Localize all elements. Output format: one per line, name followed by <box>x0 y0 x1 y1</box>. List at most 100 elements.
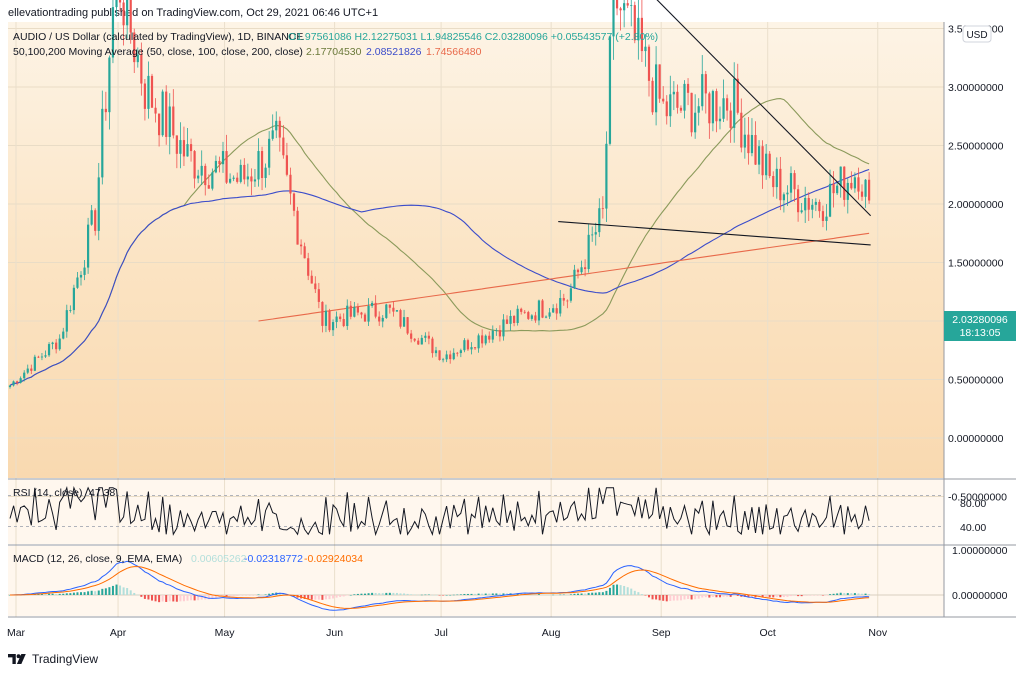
candle-body <box>83 267 86 275</box>
candle-body <box>793 173 796 190</box>
macd-histogram-bar <box>55 593 58 595</box>
macd-histogram-bar <box>435 594 437 596</box>
macd-histogram-bar <box>498 593 501 595</box>
footer-brand[interactable]: TradingView <box>8 652 98 666</box>
candle-body <box>772 176 775 188</box>
macd-histogram-bar <box>424 594 427 596</box>
price-tick-label: 0.50000000 <box>948 375 1004 387</box>
candle-body <box>591 234 594 236</box>
candle-body <box>310 275 313 284</box>
macd-histogram-bar <box>711 595 714 597</box>
macd-histogram-bar <box>520 593 523 595</box>
macd-histogram-bar <box>161 595 164 602</box>
candle-body <box>97 177 100 231</box>
macd-histogram-bar <box>577 593 579 595</box>
candle-body <box>821 211 825 221</box>
macd-histogram-bar <box>495 593 498 595</box>
candle-body <box>846 182 849 200</box>
candle-body <box>708 93 711 124</box>
resistance-trendline[interactable] <box>604 0 872 217</box>
macd-histogram-bar <box>165 595 168 602</box>
macd-histogram-bar <box>786 595 789 597</box>
ohlc-legend: O1.97561086 H2.12275031 L1.94825546 C2.0… <box>288 31 658 43</box>
macd-histogram-bar <box>207 595 210 600</box>
candle-body <box>484 335 487 344</box>
candle-body <box>619 8 622 11</box>
candle-body <box>694 112 697 133</box>
macd-histogram-bar <box>733 595 736 596</box>
macd-histogram-bar <box>360 593 363 595</box>
macd-histogram-bar <box>126 588 129 595</box>
macd-histogram-bar <box>147 595 150 600</box>
macd-histogram-bar <box>800 595 803 597</box>
macd-histogram-bar <box>175 595 178 602</box>
macd-histogram-bar <box>839 592 842 595</box>
support-trendline[interactable] <box>558 221 871 246</box>
candle-body <box>346 305 349 327</box>
macd-histogram-bar <box>261 594 264 596</box>
macd-histogram-bar <box>850 593 853 595</box>
candle-body <box>285 155 288 175</box>
candle-body <box>427 335 430 339</box>
ma200-line <box>258 232 870 322</box>
macd-histogram-bar <box>534 594 537 595</box>
candle-body <box>860 191 864 197</box>
candle-body <box>552 308 555 313</box>
macd-histogram-bar <box>804 595 807 596</box>
price-tick-label: 1.50000000 <box>948 258 1004 270</box>
macd-histogram-bar <box>580 593 583 595</box>
time-tick-label: Oct <box>760 627 776 639</box>
candle-body <box>154 107 157 114</box>
candle-body <box>797 189 800 213</box>
macd-histogram-bar <box>104 588 107 595</box>
macd-histogram-bar <box>853 593 856 595</box>
candle-body <box>33 356 36 371</box>
candle-body <box>79 274 83 278</box>
candle-body <box>523 311 526 313</box>
candle-body <box>360 312 363 315</box>
macd-histogram-bar <box>715 595 718 598</box>
candle-body <box>58 338 61 350</box>
candle-body <box>250 176 253 182</box>
macd-histogram-bar <box>427 594 430 596</box>
macd-histogram-bar <box>385 592 388 595</box>
macd-histogram-bar <box>349 594 352 596</box>
candle-body <box>307 258 310 276</box>
candle-body <box>356 306 359 313</box>
candle-body <box>207 185 210 189</box>
candle-body <box>473 347 477 349</box>
candle-body <box>385 304 388 318</box>
candle-body <box>534 315 537 321</box>
candle-body <box>491 330 494 340</box>
candle-body <box>12 381 15 386</box>
macd-histogram-bar <box>633 590 636 595</box>
candle-body <box>449 354 452 360</box>
candle-body <box>69 310 72 311</box>
candle-body <box>445 354 448 360</box>
macd-histogram-bar <box>474 593 477 595</box>
macd-histogram-bar <box>584 593 587 595</box>
candle-body <box>133 32 136 63</box>
macd-histogram-bar <box>566 594 569 596</box>
time-tick-label: Jun <box>326 627 343 639</box>
macd-histogram-bar <box>321 595 324 600</box>
candle-body <box>243 164 246 180</box>
macd-histogram-bar <box>644 595 647 596</box>
candle-body <box>516 308 519 323</box>
currency-badge[interactable] <box>962 25 992 43</box>
candle-body <box>55 342 58 350</box>
footer-brand-label: TradingView <box>32 652 99 666</box>
candle-body <box>747 134 750 154</box>
last-price-label: 2.03280096 <box>952 314 1008 326</box>
candle-body <box>150 75 154 108</box>
macd-histogram-bar <box>133 592 136 595</box>
macd-histogram-bar <box>317 595 320 600</box>
candle-body <box>111 7 115 58</box>
candle-body <box>321 301 324 326</box>
candle-body <box>289 174 292 194</box>
macd-histogram-bar <box>612 584 615 595</box>
candle-body <box>626 3 629 6</box>
macd-histogram-bar <box>90 590 93 595</box>
macd-histogram-bar <box>868 594 871 595</box>
